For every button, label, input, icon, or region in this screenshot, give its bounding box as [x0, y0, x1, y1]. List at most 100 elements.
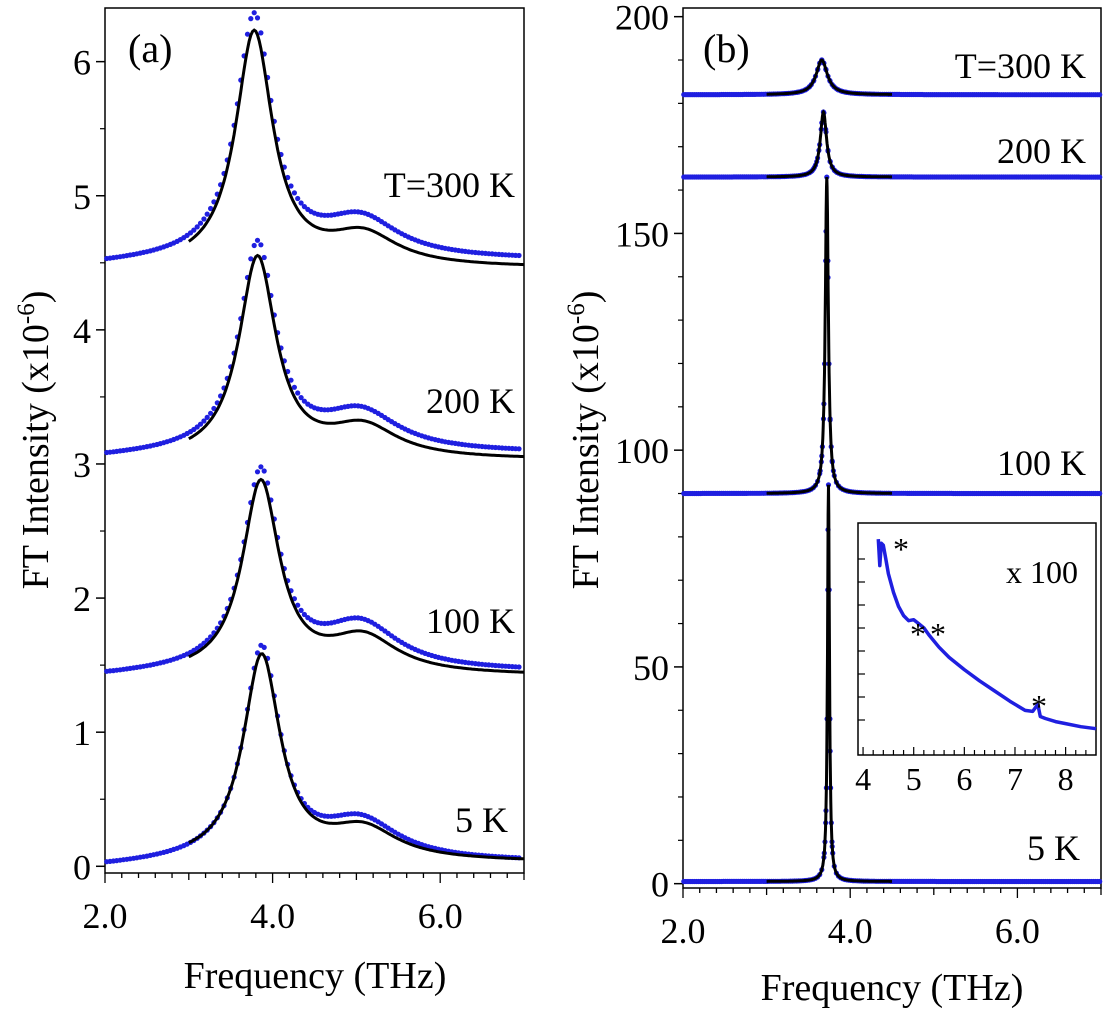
a-data-point	[201, 418, 207, 424]
a-series-label: T=300 K	[384, 165, 515, 205]
panel-a: 0 1 2 3 4 5 6 2.0 4.0 6.0 T=300 K 200 K 100 K 5 K (a…	[13, 7, 525, 997]
a-data-point	[254, 237, 261, 243]
inset-marker-1: *	[893, 531, 909, 567]
a-data-point	[254, 15, 261, 21]
panel-a-axes: 0 1 2 3 4 5 6 2.0 4.0 6.0	[73, 43, 525, 936]
panel-a-frame	[104, 7, 525, 874]
a-data-point	[204, 414, 210, 420]
panel-b-y-axis-title-close: )	[565, 291, 607, 304]
a-data-point	[211, 405, 217, 412]
panel-b-y-axis-title-exponent: -6	[563, 303, 590, 324]
a-data-point	[291, 190, 297, 196]
a-x-tick-label: 2.0	[83, 896, 128, 936]
a-data-point	[261, 644, 267, 651]
panel-a-y-axis-title-main: FT Intensity (x10	[15, 324, 57, 589]
inset-x-tick-label: 6	[956, 761, 972, 797]
b-data-point	[1097, 92, 1103, 98]
a-fit-line	[188, 477, 525, 674]
a-data-point	[197, 421, 204, 427]
a-data-point	[298, 200, 304, 206]
panel-a-x-axis-title: Frequency (THz)	[184, 955, 447, 997]
a-series-label: 200 K	[426, 381, 515, 421]
a-y-tick-label: 2	[73, 579, 91, 619]
a-y-tick-label: 4	[73, 311, 91, 351]
a-data-point	[258, 242, 264, 248]
b-series-label: 100 K	[997, 443, 1086, 483]
b-y-tick-label: 100	[615, 431, 669, 471]
b-fit-line	[766, 484, 892, 883]
inset-plot-area	[876, 539, 1097, 731]
a-data-point	[251, 10, 257, 16]
a-series-label: 100 K	[426, 601, 515, 641]
b-x-tick-label: 2.0	[661, 911, 706, 951]
a-fit-line	[188, 652, 524, 861]
a-data-point	[194, 224, 200, 230]
panel-b-y-axis-title: FT Intensity (x10-6)	[563, 291, 607, 590]
b-y-tick-label: 50	[633, 648, 669, 688]
a-data-point	[258, 30, 264, 36]
inset-scale-label: x 100	[1006, 554, 1078, 590]
a-x-tick-label: 6.0	[418, 896, 463, 936]
a-data-point	[291, 384, 297, 390]
a-data-point	[301, 398, 307, 404]
b-data-point	[1097, 878, 1103, 885]
a-x-tick-label: 4.0	[250, 896, 295, 936]
b-x-tick-label: 4.0	[828, 911, 873, 951]
a-data-point	[204, 211, 210, 217]
a-data-point	[208, 205, 214, 212]
a-data-point	[285, 174, 291, 181]
inset-x-tick-label: 8	[1058, 761, 1074, 797]
a-data-point	[251, 242, 257, 249]
inset-x-tick-label: 5	[906, 761, 922, 797]
a-data-point	[288, 183, 294, 189]
inset-x-tick-label: 7	[1007, 761, 1023, 797]
a-data-point	[244, 31, 251, 37]
panel-a-y-axis-title-exponent: -6	[13, 303, 40, 324]
a-data-point	[516, 446, 522, 452]
a-data-point	[261, 468, 267, 474]
panel-a-y-axis-title-close: )	[15, 291, 57, 304]
b-data-point	[1097, 174, 1103, 180]
panel-a-y-axis-title: FT Intensity (x10-6)	[13, 291, 57, 590]
a-data-point	[254, 469, 261, 475]
panel-a-plot-area: T=300 K 200 K 100 K 5 K	[104, 10, 525, 865]
a-data-point	[191, 227, 197, 233]
a-data-point	[295, 195, 301, 202]
a-data-point	[258, 464, 264, 470]
a-data-point	[516, 252, 522, 259]
a-data-point	[301, 611, 307, 618]
a-y-tick-label: 6	[73, 43, 91, 83]
panel-b-label: (b)	[703, 26, 750, 71]
a-data-point	[248, 16, 254, 22]
a-data-point	[295, 602, 301, 608]
inset-spectrum-line	[876, 539, 1097, 731]
a-y-tick-label: 3	[73, 445, 91, 485]
a-data-point	[516, 664, 522, 670]
a-fit-line	[188, 253, 525, 459]
b-fit-line	[766, 109, 892, 179]
inset-marker-2: **	[910, 616, 950, 652]
a-data-point	[261, 254, 267, 261]
b-series-label: 5 K	[1027, 828, 1080, 868]
a-data-point	[298, 607, 304, 614]
a-y-tick-label: 5	[73, 177, 91, 217]
b-data-point	[1097, 490, 1103, 497]
a-data-point	[201, 216, 207, 222]
a-data-point	[298, 395, 304, 401]
panel-b: 0 50 100 150 200 2.0 4.0 6.0 T=300 K 200 K 100 K 5…	[563, 0, 1103, 1009]
panel-b-axes: 0 50 100 150 200 2.0 4.0 6.0	[615, 0, 1102, 951]
a-data-point	[208, 410, 214, 416]
inset-marker-3: *	[1031, 688, 1047, 724]
b-y-tick-label: 0	[651, 865, 669, 905]
b-fit-line	[766, 177, 892, 495]
a-data-point	[295, 390, 301, 396]
a-data-point	[254, 650, 261, 656]
b-series-label: 200 K	[997, 131, 1086, 171]
a-data-point	[248, 256, 254, 262]
a-series-label: 5 K	[455, 800, 508, 840]
b-y-tick-label: 150	[615, 214, 669, 254]
b-x-tick-label: 6.0	[995, 911, 1040, 951]
inset-x-tick-label: 4	[855, 761, 871, 797]
